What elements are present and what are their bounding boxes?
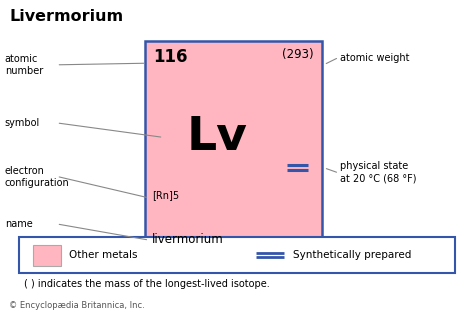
Text: (293): (293) [282,48,314,61]
Text: [Rn]5: [Rn]5 [152,190,179,200]
Text: Livermorium: Livermorium [9,9,124,24]
Text: atomic
number: atomic number [5,54,43,76]
Text: ( ) indicates the mass of the longest-lived isotope.: ( ) indicates the mass of the longest-li… [24,279,269,289]
Text: Lv: Lv [187,115,248,160]
FancyBboxPatch shape [19,237,455,273]
Text: electron
configuration: electron configuration [5,166,70,188]
Text: Other metals: Other metals [69,250,138,260]
FancyBboxPatch shape [33,245,61,266]
Text: physical state
at 20 °C (68 °F): physical state at 20 °C (68 °F) [340,161,417,183]
Text: Synthetically prepared: Synthetically prepared [293,250,411,260]
FancyBboxPatch shape [145,41,322,258]
Text: name: name [5,219,33,229]
Text: 116: 116 [153,48,188,66]
Text: livermorium: livermorium [152,233,224,246]
Text: atomic weight: atomic weight [340,53,410,64]
Text: © Encyclopædia Britannica, Inc.: © Encyclopædia Britannica, Inc. [9,301,145,310]
Text: symbol: symbol [5,118,40,128]
